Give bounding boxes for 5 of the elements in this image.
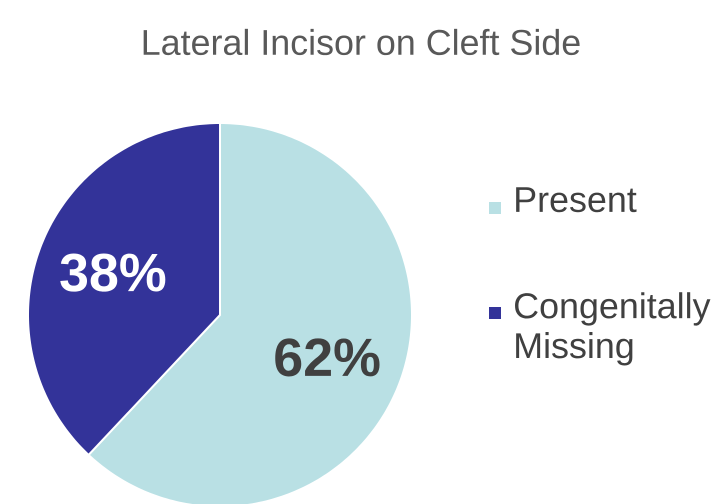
legend-label: Congenitally Missing: [515, 292, 710, 366]
data-label: 62%: [275, 338, 380, 376]
data-label: 38%: [60, 254, 166, 292]
legend-label: Present: [516, 187, 637, 212]
chart-title: Lateral Incisor on Cleft Side: [144, 28, 580, 56]
